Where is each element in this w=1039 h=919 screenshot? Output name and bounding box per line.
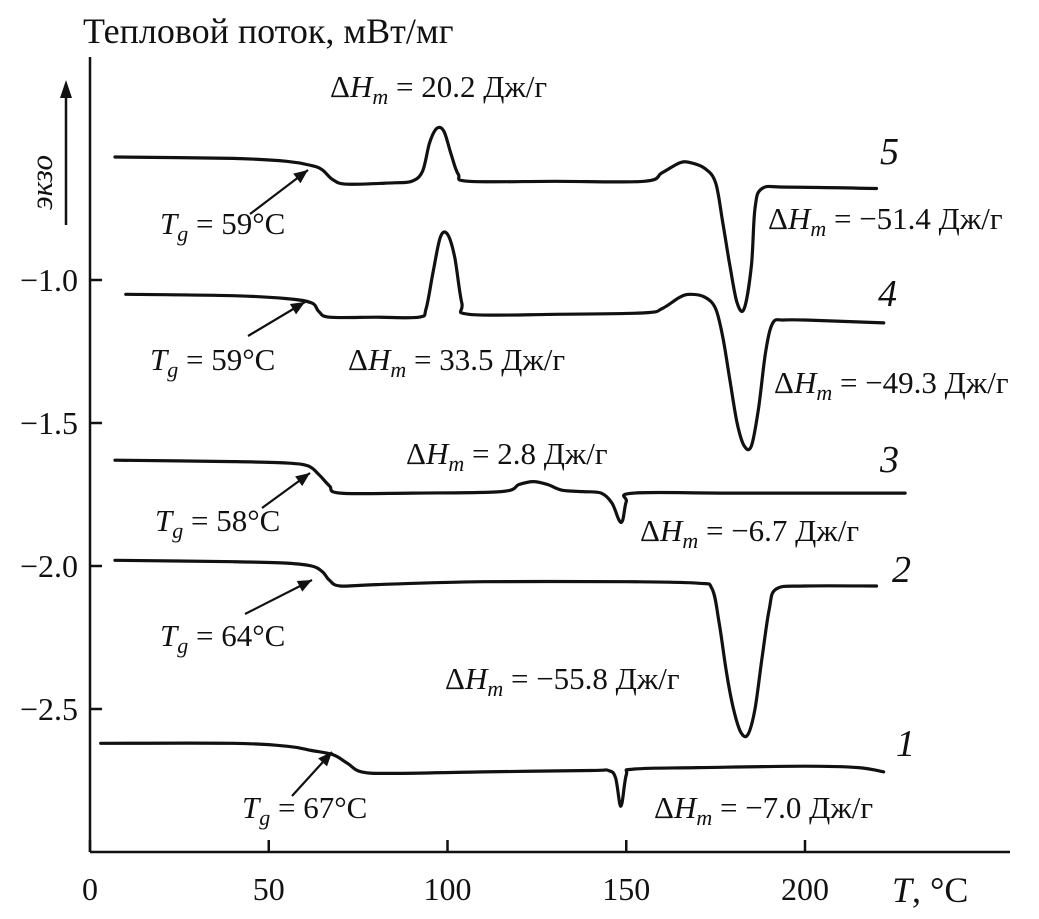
y-axis-title: Тепловой поток, мВт/мг [83, 11, 453, 51]
curve-number-4: 4 [878, 273, 897, 315]
arrowhead-icon [293, 170, 308, 184]
arrowhead-icon [296, 580, 312, 592]
enthalpy-annotation: ΔHm = −55.8 Дж/г [445, 661, 680, 701]
arrowhead-icon [318, 752, 332, 767]
enthalpy-annotation: ΔHm = 20.2 Дж/г [330, 69, 547, 109]
curves [99, 125, 907, 808]
x-tick-label: 0 [82, 871, 98, 907]
enthalpy-annotation: ΔHm = 33.5 Дж/г [348, 342, 565, 382]
y-ticks: −1.0 −1.5 −2.0 −2.5 [20, 262, 102, 727]
curve-number-1: 1 [896, 723, 915, 765]
series-line-5 [113, 125, 879, 313]
tg-arrow [291, 751, 333, 797]
curve-number-5: 5 [880, 131, 899, 173]
enthalpy-annotation: ΔHm = 2.8 Дж/г [406, 436, 608, 476]
tg-arrow [261, 472, 311, 509]
enthalpy-annotation: ΔHm = −6.7 Дж/г [640, 513, 859, 553]
curve-numbers: 1 2 3 4 5 [878, 131, 915, 765]
x-axis-title-var: T [892, 870, 915, 910]
enthalpy-annotation: ΔHm = −49.3 Дж/г [774, 365, 1009, 405]
exo-arrow-icon [60, 80, 72, 98]
y-tick-label: −2.0 [20, 548, 78, 584]
x-tick-label: 200 [781, 871, 829, 907]
exo-indicator: экзо [24, 80, 72, 225]
series-line-1 [99, 741, 886, 808]
tg-annotation: Tg = 59°C [160, 206, 285, 246]
axes [88, 57, 1010, 854]
tg-annotation: Tg = 59°C [150, 342, 275, 382]
series-line-4 [124, 230, 886, 452]
tg-annotation: Tg = 67°C [242, 790, 367, 830]
enthalpy-annotation: ΔHm = −51.4 Дж/г [768, 201, 1003, 241]
series-line-2 [113, 558, 879, 739]
x-axis-title-unit: , °C [912, 870, 968, 910]
tg-annotation: Tg = 64°C [160, 618, 285, 658]
tg-arrow [249, 169, 309, 215]
x-tick-label: 50 [253, 871, 285, 907]
tg-annotation: Tg = 58°C [155, 503, 280, 543]
curve-number-3: 3 [879, 439, 899, 481]
enthalpy-annotation: ΔHm = −7.0 Дж/г [654, 790, 873, 830]
x-ticks: 0 50 100 150 200 [82, 840, 829, 907]
y-tick-label: −1.5 [20, 405, 78, 441]
tg-arrows [244, 169, 333, 797]
x-tick-label: 150 [602, 871, 650, 907]
y-tick-label: −1.0 [20, 262, 78, 298]
y-tick-label: −2.5 [20, 691, 78, 727]
x-tick-label: 100 [424, 871, 472, 907]
x-axis-title: T, °C [892, 870, 968, 910]
tg-arrow [247, 301, 306, 337]
tg-arrow [244, 579, 313, 615]
arrowhead-icon [295, 473, 310, 487]
exo-label: экзо [24, 155, 59, 210]
arrowhead-icon [289, 302, 305, 315]
series-line-3 [113, 458, 907, 525]
curve-number-2: 2 [892, 549, 911, 591]
annotations: ΔHm = 20.2 Дж/г ΔHm = −51.4 Дж/г Tg = 59°C… [150, 69, 1009, 830]
